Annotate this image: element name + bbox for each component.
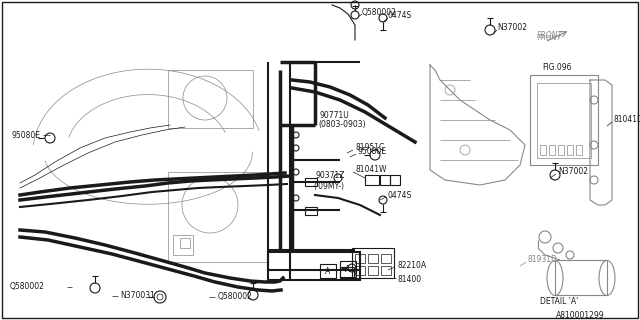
Text: 95080E: 95080E: [12, 131, 41, 140]
Bar: [381, 266, 391, 275]
Bar: [558, 145, 564, 155]
Bar: [380, 175, 390, 185]
Text: ('09MY-): ('09MY-): [313, 181, 344, 190]
Bar: [305, 178, 317, 186]
Bar: [567, 145, 573, 155]
Text: 0474S: 0474S: [388, 12, 412, 20]
Text: FIG.096: FIG.096: [542, 63, 572, 73]
Bar: [555, 260, 607, 295]
Bar: [320, 264, 336, 278]
Bar: [381, 254, 391, 263]
Text: N37002: N37002: [497, 23, 527, 33]
Text: FRONT: FRONT: [538, 35, 562, 41]
Bar: [180, 238, 190, 248]
Text: 81041D: 81041D: [614, 116, 640, 124]
Text: (0803-0903): (0803-0903): [318, 121, 365, 130]
Bar: [352, 248, 394, 278]
Text: Q580002: Q580002: [10, 282, 45, 291]
Text: 90771U: 90771U: [320, 110, 349, 119]
Text: Q580002: Q580002: [362, 7, 397, 17]
Text: Q580002: Q580002: [218, 292, 253, 300]
Text: 0474S: 0474S: [388, 190, 412, 199]
Bar: [355, 254, 365, 263]
Text: 90371Z: 90371Z: [315, 171, 344, 180]
Text: 82210A: 82210A: [397, 260, 426, 269]
Text: 81951C: 81951C: [355, 143, 384, 153]
Bar: [368, 266, 378, 275]
Text: A: A: [346, 265, 351, 274]
Text: 81400: 81400: [398, 276, 422, 284]
Bar: [173, 235, 193, 255]
Bar: [168, 172, 268, 262]
Text: 81931D: 81931D: [528, 255, 558, 265]
Bar: [390, 175, 400, 185]
Bar: [355, 266, 365, 275]
Text: A: A: [325, 267, 331, 276]
Text: N37002: N37002: [558, 167, 588, 177]
Bar: [340, 261, 356, 277]
Bar: [549, 145, 555, 155]
Bar: [340, 267, 354, 278]
Text: 95080E: 95080E: [358, 148, 387, 156]
Text: FRONT: FRONT: [537, 30, 563, 39]
Text: 81041W: 81041W: [355, 165, 387, 174]
Text: DETAIL 'A': DETAIL 'A': [540, 298, 579, 307]
Bar: [305, 207, 317, 215]
Bar: [540, 145, 546, 155]
Bar: [168, 70, 253, 128]
Bar: [268, 252, 360, 280]
Bar: [537, 83, 591, 158]
Bar: [368, 254, 378, 263]
Bar: [365, 175, 379, 185]
Bar: [576, 145, 582, 155]
Bar: [530, 75, 598, 165]
Text: N370031: N370031: [120, 291, 155, 300]
Text: A810001299: A810001299: [556, 310, 605, 319]
